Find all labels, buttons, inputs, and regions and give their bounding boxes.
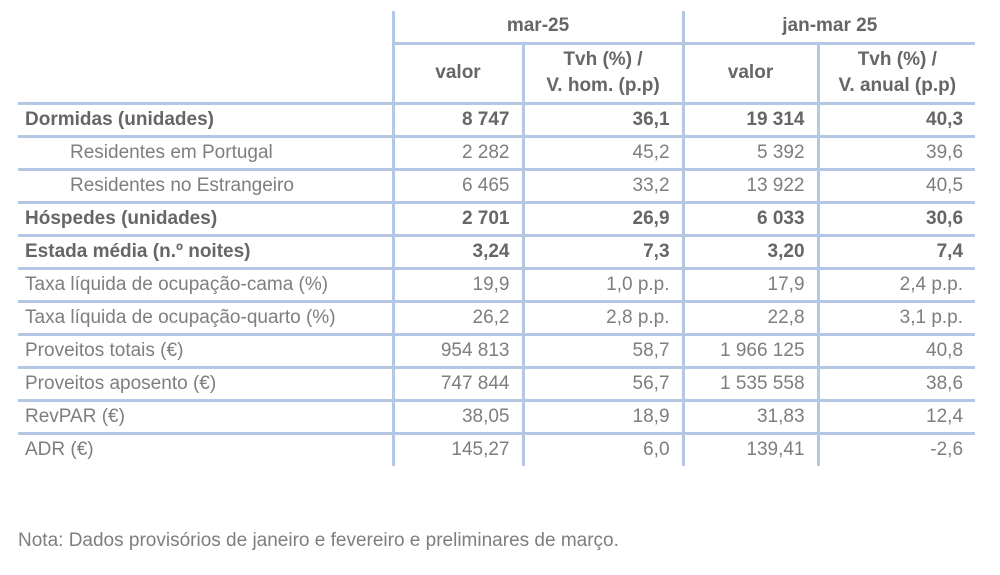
value-cell: 56,7 <box>521 365 684 400</box>
value-cell: 954 813 <box>391 332 523 367</box>
row-label: Hóspedes (unidades) <box>18 200 393 235</box>
footnote: Nota: Dados provisórios de janeiro e fev… <box>18 530 619 551</box>
month-header-row: mar-25 jan-mar 25 <box>18 11 976 45</box>
value-cell: 22,8 <box>681 299 819 334</box>
value-cell: 30,6 <box>816 200 976 235</box>
value-cell: 747 844 <box>391 365 523 400</box>
column-group-header-jan-mar-25: jan-mar 25 <box>681 11 976 45</box>
row-label: Dormidas (unidades) <box>18 101 393 136</box>
value-cell: 8 747 <box>391 101 523 136</box>
value-cell: 1 535 558 <box>681 365 819 400</box>
table-row: ADR (€) 145,27 6,0 139,41 -2,6 <box>18 431 976 466</box>
table-body: Dormidas (unidades) 8 747 36,1 19 314 40… <box>18 101 976 466</box>
value-cell: 145,27 <box>391 431 523 466</box>
row-label: Proveitos totais (€) <box>18 332 393 367</box>
value-cell: 40,3 <box>816 101 976 136</box>
statistics-table: mar-25 jan-mar 25 valor Tvh (%) / V. hom… <box>18 11 976 466</box>
value-cell: 3,24 <box>391 233 523 268</box>
value-cell: 6,0 <box>521 431 684 466</box>
value-cell: 1 966 125 <box>681 332 819 367</box>
table-row: Taxa líquida de ocupação-cama (%) 19,9 1… <box>18 266 976 301</box>
corner-cell <box>18 11 393 43</box>
column-header-valor-mar: valor <box>391 43 523 105</box>
value-cell: 38,6 <box>816 365 976 400</box>
column-header-tvh-anual: Tvh (%) / V. anual (p.p) <box>816 43 976 105</box>
value-cell: 39,6 <box>816 134 976 169</box>
row-label: Estada média (n.º noites) <box>18 233 393 268</box>
value-cell: 12,4 <box>816 398 976 433</box>
table-row: Hóspedes (unidades) 2 701 26,9 6 033 30,… <box>18 200 976 235</box>
table-row: Proveitos totais (€) 954 813 58,7 1 966 … <box>18 332 976 367</box>
value-cell: 3,1 p.p. <box>816 299 976 334</box>
row-label: Taxa líquida de ocupação-cama (%) <box>18 266 393 301</box>
value-cell: 26,2 <box>391 299 523 334</box>
value-cell: 1,0 p.p. <box>521 266 684 301</box>
value-cell: 40,5 <box>816 167 976 202</box>
value-cell: 19,9 <box>391 266 523 301</box>
table-row: Proveitos aposento (€) 747 844 56,7 1 53… <box>18 365 976 400</box>
value-cell: 7,4 <box>816 233 976 268</box>
value-cell: 18,9 <box>521 398 684 433</box>
value-cell: 38,05 <box>391 398 523 433</box>
value-cell: 2 701 <box>391 200 523 235</box>
value-cell: 45,2 <box>521 134 684 169</box>
row-label: Proveitos aposento (€) <box>18 365 393 400</box>
table-row: Residentes no Estrangeiro 6 465 33,2 13 … <box>18 167 976 202</box>
value-cell: 17,9 <box>681 266 819 301</box>
table-row: Taxa líquida de ocupação-quarto (%) 26,2… <box>18 299 976 334</box>
value-cell: -2,6 <box>816 431 976 466</box>
value-cell: 6 465 <box>391 167 523 202</box>
sub-header-row: valor Tvh (%) / V. hom. (p.p) valor Tvh … <box>18 43 976 105</box>
value-cell: 2,8 p.p. <box>521 299 684 334</box>
value-cell: 19 314 <box>681 101 819 136</box>
row-label: Residentes em Portugal <box>18 134 393 169</box>
value-cell: 3,20 <box>681 233 819 268</box>
corner-cell <box>18 43 393 105</box>
column-header-tvh-hom: Tvh (%) / V. hom. (p.p) <box>521 43 684 105</box>
value-cell: 26,9 <box>521 200 684 235</box>
row-label: Taxa líquida de ocupação-quarto (%) <box>18 299 393 334</box>
table-row: Estada média (n.º noites) 3,24 7,3 3,20 … <box>18 233 976 268</box>
row-label: ADR (€) <box>18 431 393 466</box>
value-cell: 58,7 <box>521 332 684 367</box>
table-row: Residentes em Portugal 2 282 45,2 5 392 … <box>18 134 976 169</box>
value-cell: 5 392 <box>681 134 819 169</box>
value-cell: 139,41 <box>681 431 819 466</box>
table-row: RevPAR (€) 38,05 18,9 31,83 12,4 <box>18 398 976 433</box>
value-cell: 2 282 <box>391 134 523 169</box>
value-cell: 13 922 <box>681 167 819 202</box>
value-cell: 6 033 <box>681 200 819 235</box>
table-row: Dormidas (unidades) 8 747 36,1 19 314 40… <box>18 101 976 136</box>
value-cell: 33,2 <box>521 167 684 202</box>
value-cell: 36,1 <box>521 101 684 136</box>
row-label: RevPAR (€) <box>18 398 393 433</box>
column-header-valor-janmar: valor <box>681 43 819 105</box>
value-cell: 7,3 <box>521 233 684 268</box>
value-cell: 2,4 p.p. <box>816 266 976 301</box>
value-cell: 31,83 <box>681 398 819 433</box>
row-label: Residentes no Estrangeiro <box>18 167 393 202</box>
column-group-header-mar-25: mar-25 <box>391 11 684 45</box>
value-cell: 40,8 <box>816 332 976 367</box>
